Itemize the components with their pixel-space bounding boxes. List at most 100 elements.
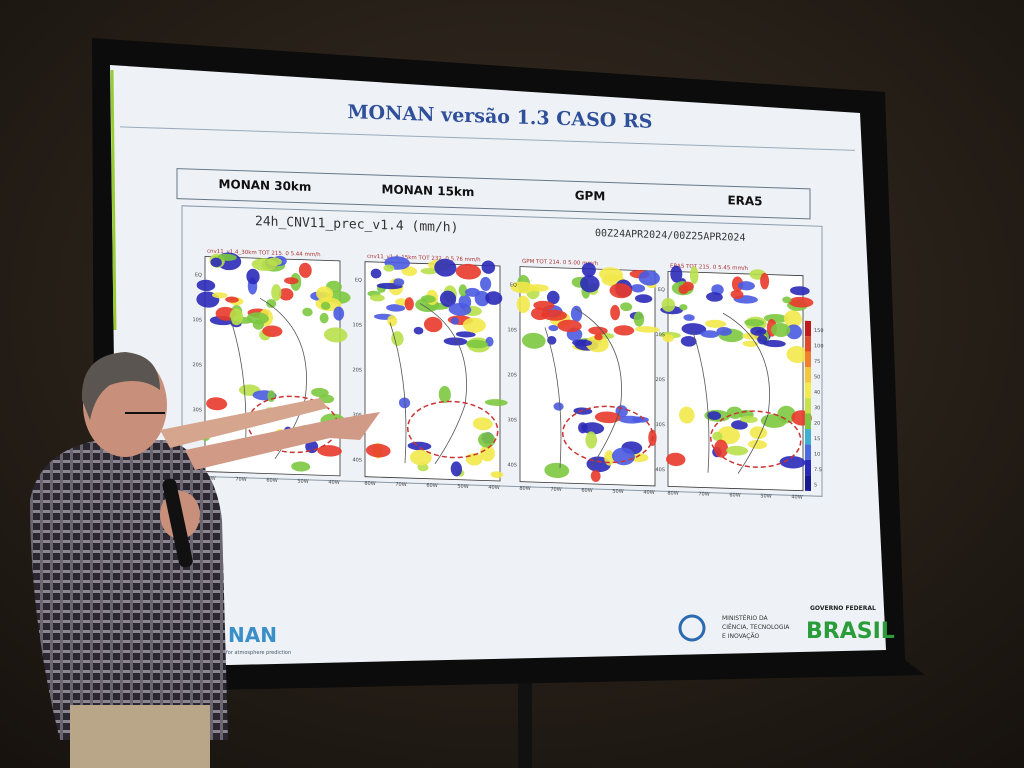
precip-blob (407, 441, 432, 451)
precip-blob (612, 447, 635, 466)
precip-blob (393, 278, 405, 287)
precip-blob (747, 440, 768, 449)
precip-blob (439, 290, 457, 308)
precip-blob (246, 312, 269, 325)
precip-blob (785, 324, 803, 340)
colorbar-cell (805, 367, 811, 383)
precip-blob (291, 461, 311, 472)
colorbar-label: 30 (814, 405, 820, 411)
precip-blob (633, 311, 645, 327)
precip-blob (448, 303, 472, 316)
precip-blob (262, 325, 283, 337)
map-label: cnv11_v1.4_15km TOT 232. 0 5.76 mm/h (367, 254, 481, 264)
colorbar-cell (805, 398, 811, 414)
hair (81, 352, 160, 420)
precip-blob (557, 319, 582, 333)
precip-blob (225, 296, 239, 303)
precip-blob (739, 415, 758, 423)
precip-blob (480, 276, 492, 291)
colorbar-cell (805, 382, 811, 399)
precip-blob (750, 326, 767, 336)
precip-blob (594, 333, 603, 341)
precip-blob (278, 288, 294, 301)
precip-blob (398, 397, 411, 409)
precip-blob (666, 452, 686, 467)
precip-blob (613, 325, 635, 336)
precip-blob (634, 326, 660, 333)
sleeve (57, 520, 185, 620)
precip-blob (370, 268, 382, 279)
panel-title: 24h_CNV11_prec_v1.4 (mm/h) (255, 214, 458, 236)
columns: MONAN 30km MONAN 15km GPM ERA5 (219, 177, 763, 208)
precip-blob (610, 304, 620, 321)
precip-blob (682, 281, 694, 291)
precip-blob (455, 263, 482, 280)
precip-blob (409, 449, 432, 466)
precip-blob (420, 267, 438, 275)
precip-blob (717, 426, 741, 445)
precip-blob (662, 334, 674, 343)
panel-box (181, 205, 823, 497)
lon-tick-label: 40W (488, 485, 499, 491)
precip-blob (530, 307, 549, 321)
precip-blob (369, 294, 385, 302)
precip-blob (246, 268, 260, 285)
precip-blob (783, 310, 802, 328)
precip-blob (553, 402, 564, 411)
precip-blob (585, 431, 598, 449)
precip-blob (742, 340, 759, 347)
precip-blob (455, 331, 476, 338)
colorbar-cell (805, 444, 811, 461)
precip-blob (383, 264, 395, 272)
highlight-circle (562, 405, 654, 464)
inpe-logo (678, 614, 706, 642)
precip-blob (311, 387, 329, 398)
lon-tick-label: 40W (791, 494, 802, 500)
precip-blob (744, 318, 765, 327)
ministry-line-1: MINISTÉRIO DA (722, 614, 769, 622)
lon-tick-label: 70W (698, 491, 709, 497)
precip-blob (590, 470, 601, 482)
colorbar-label: 100 (814, 343, 824, 349)
precip-blob (777, 405, 796, 424)
lat-tick-label: 10S (352, 322, 362, 328)
lat-tick-label: 10S (192, 317, 202, 323)
precip-blob (211, 292, 228, 299)
precip-blob (298, 262, 312, 278)
ministry-line-3: E INOVAÇÃO (722, 633, 759, 640)
precip-blob (585, 335, 609, 353)
colorbar-cell (805, 413, 811, 430)
lon-tick-label: 60W (729, 492, 740, 498)
precip-blob (516, 295, 530, 314)
colorbar-cell (805, 475, 811, 491)
lat-tick-label: 30S (655, 422, 665, 428)
precip-blob (210, 257, 222, 268)
map-label: cnv11_v1.4_30km TOT 215. 0 5.44 mm/h (207, 249, 321, 259)
lat-tick-label: 20S (352, 367, 362, 373)
precip-blob (284, 277, 299, 285)
precip-blob (634, 294, 653, 303)
precip-blob (581, 422, 605, 435)
precip-blob (681, 323, 707, 335)
coastline (544, 308, 622, 470)
precip-blob (510, 281, 535, 294)
precip-blob (700, 330, 720, 338)
date-range: 00Z24APR2024/00Z25APR2024 (595, 228, 745, 244)
maps: cnv11_v1.4_30km TOT 215. 0 5.44 mm/h EQ 10… (192, 249, 814, 501)
precip-blob (465, 287, 481, 297)
arm-upper (160, 398, 328, 448)
precip-blob (485, 291, 503, 305)
lat-tick-label: 20S (192, 362, 202, 368)
precip-blob (704, 319, 727, 328)
precip-blob (786, 346, 808, 364)
lon-tick-label: 50W (760, 493, 771, 499)
precip-blob (229, 308, 244, 326)
map-frame (667, 270, 804, 492)
colorbar-cell (805, 351, 811, 368)
colorbar-label: 5 (814, 482, 817, 488)
colorbar-cell (805, 428, 811, 445)
precip-blob (217, 253, 237, 261)
precip-blob (544, 462, 570, 479)
